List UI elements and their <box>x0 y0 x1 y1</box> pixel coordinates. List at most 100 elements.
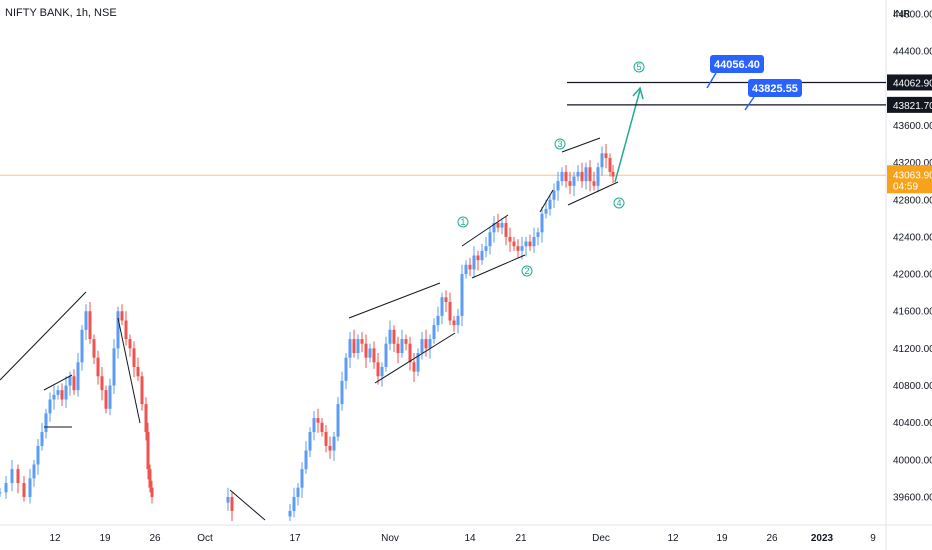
trendline <box>348 282 441 319</box>
candle-body <box>288 510 292 517</box>
candle-body <box>112 348 116 386</box>
candle-body <box>552 190 556 200</box>
candle-body <box>0 492 2 494</box>
y-tick-label: 40800.00 <box>893 381 932 392</box>
trendline <box>374 332 456 384</box>
wave-label-3: 3 <box>557 139 562 149</box>
currency-label: INR <box>893 9 910 20</box>
candle-body <box>420 339 424 354</box>
callout-pointer <box>744 96 755 111</box>
trendline <box>229 489 266 521</box>
x-axis-ticks: 12 19 26 Oct 17 Nov 14 21 Dec 12 19 26 2023 9 <box>49 533 876 544</box>
candle-body <box>52 394 56 400</box>
candle-body <box>488 232 492 247</box>
candle-body <box>226 497 230 503</box>
y-tick-label: 41600.00 <box>893 307 932 318</box>
x-tick-label: 9 <box>870 533 876 544</box>
wave-circle-3 <box>554 138 566 150</box>
candle-body <box>80 329 84 363</box>
candle-body <box>448 301 452 321</box>
candle-body <box>492 222 496 233</box>
candle-body <box>544 209 548 214</box>
candle-body <box>120 311 124 321</box>
y-tick-label: 44400.00 <box>893 47 932 58</box>
callout-pointer <box>706 72 717 89</box>
candle-body <box>48 399 52 414</box>
x-tick-label: 26 <box>766 533 778 544</box>
y-axis-ticks: 44800.00 44400.00 43600.00 43200.00 42800.00… <box>893 10 932 504</box>
x-tick-label: 19 <box>716 533 728 544</box>
y-tick-label: 39600.00 <box>893 493 932 504</box>
candle-body <box>150 487 154 497</box>
candle-body <box>36 445 40 465</box>
y-tick-label: 42800.00 <box>893 195 932 206</box>
candle-body <box>352 339 356 354</box>
candle-body <box>472 255 476 270</box>
y-tick-label: 41200.00 <box>893 344 932 355</box>
wave-label-5: 5 <box>636 62 641 72</box>
candle-body <box>116 311 120 349</box>
candle-body <box>388 329 392 344</box>
x-tick-label: 17 <box>289 533 301 544</box>
drawings-layer: 1 2 3 4 5 <box>0 61 645 521</box>
candle-body <box>304 450 308 470</box>
trendline <box>461 214 509 247</box>
candle-body <box>464 264 468 275</box>
x-tick-label: Dec <box>592 533 610 544</box>
x-tick-label: 12 <box>667 533 679 544</box>
candle-body <box>320 422 324 432</box>
price-callout-box[interactable] <box>710 55 764 73</box>
candle-body <box>128 339 132 349</box>
price-callout-box[interactable] <box>748 79 802 97</box>
candle-body <box>380 366 384 377</box>
candle-body <box>452 320 456 326</box>
candle-body <box>332 436 336 451</box>
candle-body <box>428 339 432 349</box>
level-price-tag-label: 44062.90 <box>893 78 932 89</box>
candle-body <box>596 167 600 186</box>
candle-body <box>148 469 152 488</box>
x-tick-label: 14 <box>464 533 476 544</box>
trendline <box>0 291 87 381</box>
candle-body <box>132 348 136 367</box>
candle-body <box>340 380 344 405</box>
candle-body <box>404 339 408 344</box>
candle-body <box>360 339 364 344</box>
y-tick-label: 40400.00 <box>893 418 932 429</box>
x-tick-label: 2023 <box>811 533 834 544</box>
candle-body <box>560 171 564 182</box>
candle-body <box>372 348 376 363</box>
candle-body <box>436 315 440 326</box>
candle-body <box>44 413 48 432</box>
candle-body <box>136 366 140 377</box>
candle-body <box>608 157 612 172</box>
candles-layer <box>0 144 615 522</box>
candle-body <box>92 339 96 358</box>
candle-body <box>356 339 360 354</box>
wave-circle-1 <box>457 216 469 228</box>
trendline <box>561 137 601 153</box>
candle-body <box>348 339 352 358</box>
candle-body <box>412 362 416 372</box>
candle-body <box>292 497 296 511</box>
candle-body <box>584 167 588 182</box>
price-axis-panel[interactable] <box>886 0 932 550</box>
x-tick-label: Nov <box>381 533 399 544</box>
level-price-tag-label: 43821.70 <box>893 101 932 112</box>
candle-body <box>296 487 300 497</box>
wave-label-2: 2 <box>524 266 529 276</box>
y-tick-label: 43600.00 <box>893 121 932 132</box>
plot-area[interactable] <box>0 0 886 525</box>
price-callout-label: 43825.55 <box>752 83 798 95</box>
trendline <box>471 254 526 279</box>
candle-body <box>611 171 615 177</box>
candle-body <box>140 376 144 405</box>
candle-body <box>456 315 460 326</box>
price-callout-label: 44056.40 <box>714 59 760 71</box>
candle-body <box>444 297 448 302</box>
current-price-label: 43063.90 <box>893 170 932 181</box>
x-tick-label: 19 <box>99 533 111 544</box>
y-tick-label: 42400.00 <box>893 232 932 243</box>
